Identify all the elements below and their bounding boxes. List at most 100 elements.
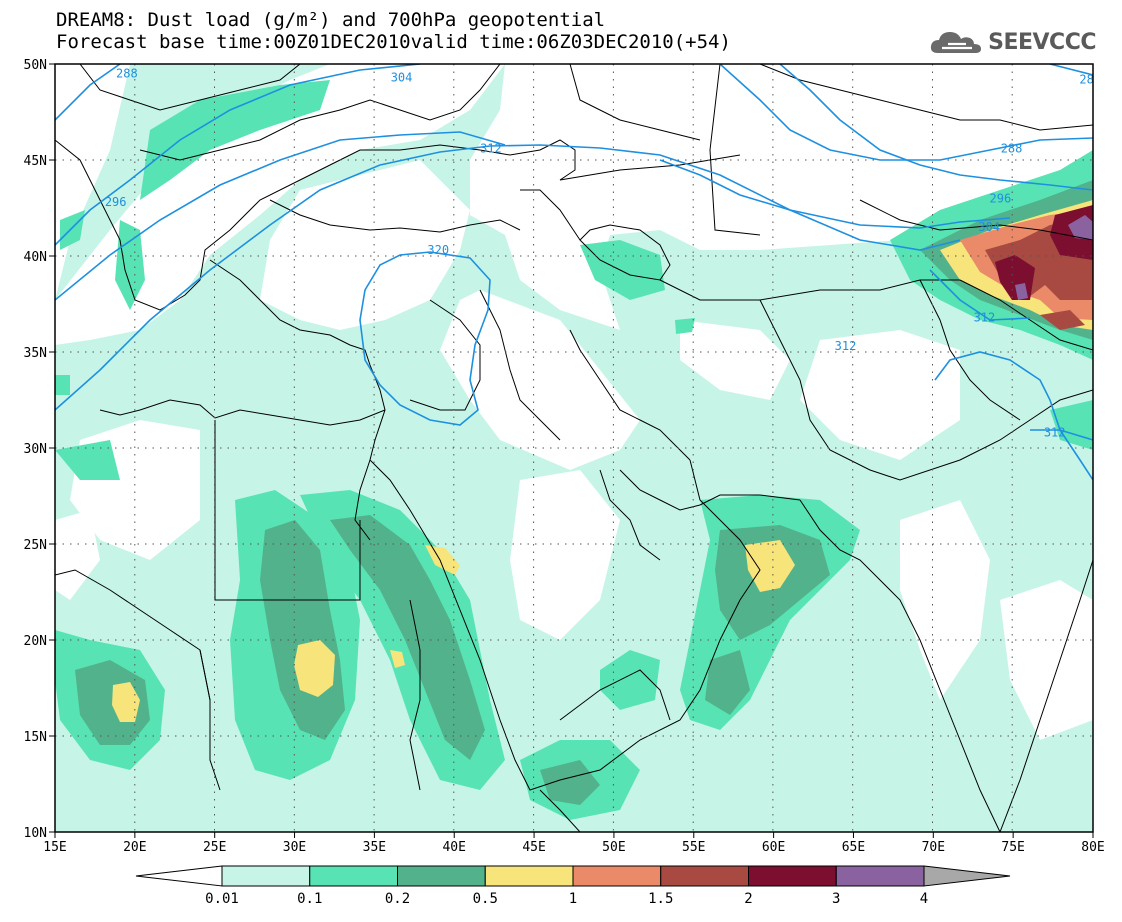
lat-tick-label: 50N (24, 58, 47, 73)
contour-296-east (779, 64, 1093, 191)
contour-label-bg (102, 194, 130, 208)
longitude-tick-labels: 15E 20E 25E 30E 35E 40E 45E 50E 55E 60E 65E 70E 75E 8… (43, 832, 1105, 855)
colorbar-tick-label: 0.1 (297, 891, 322, 907)
contour-label-bg (477, 140, 505, 154)
lat-tick-label: 45N (24, 154, 47, 169)
contour-label: 28 (1079, 72, 1093, 86)
lat-tick-label: 30N (24, 442, 47, 457)
lon-tick-label: 70E (922, 840, 945, 855)
colorbar-tick-label: 4 (920, 891, 928, 907)
contour-label: 296 (990, 191, 1012, 205)
contour-label-bg (1077, 71, 1097, 85)
dust-band-0.1-0.2 (55, 80, 1093, 820)
lat-tick-label: 10N (24, 826, 47, 841)
dust-shading (55, 64, 1093, 832)
lat-tick-label: 40N (24, 250, 47, 265)
lon-tick-label: 80E (1081, 840, 1104, 855)
colorbar-tick-label: 0.2 (385, 891, 410, 907)
lon-tick-label: 60E (762, 840, 785, 855)
lat-tick-label: 25N (24, 538, 47, 553)
dust-band-0.01-0.1 (55, 64, 1093, 832)
contour-label: 312 (480, 141, 502, 155)
colorbar-segment (397, 865, 486, 887)
contour-label: 296 (105, 195, 127, 209)
colorbar-segment (835, 865, 925, 887)
contour-label-bg (113, 66, 141, 80)
lon-tick-label: 65E (842, 840, 865, 855)
contour-label: 320 (427, 243, 449, 257)
seevccc-logo: SEEVCCC (928, 22, 1096, 62)
forecast-time-subtitle: Forecast base time:00Z01DEC2010valid tim… (56, 31, 731, 53)
colorbar-tick-label: 2 (744, 891, 752, 907)
contour-label-bg (998, 140, 1026, 154)
contour-label: 304 (391, 70, 413, 84)
colorbar-segment (484, 865, 574, 887)
contour-288-east (719, 64, 1093, 161)
coastlines-and-borders (55, 64, 1093, 832)
dust-load-colorbar: 0.01 0.1 0.2 0.5 1 1.5 2 3 4 (135, 865, 1011, 907)
contour-304-east (659, 159, 1011, 229)
lat-tick-label: 15N (24, 730, 47, 745)
contour-label-bg (831, 338, 859, 352)
map-title: DREAM8: Dust load (g/m²) and 700hPa geop… (56, 9, 606, 31)
contour-312-east (934, 351, 1093, 481)
contour-280-ne (1049, 64, 1093, 76)
dust-band-2-3 (995, 205, 1093, 300)
contour-320 (359, 251, 491, 426)
contour-label-bg (975, 219, 1003, 233)
contour-296-west (55, 64, 421, 246)
lat-tick-label: 35N (24, 346, 47, 361)
contour-label-bg (986, 190, 1014, 204)
geopotential-contours (55, 64, 1093, 481)
contour-label-bg (388, 69, 416, 83)
cloud-icon (931, 32, 982, 53)
lon-tick-label: 75E (1001, 840, 1024, 855)
lon-tick-label: 45E (522, 840, 545, 855)
dust-band-1.5-2 (985, 218, 1093, 330)
colorbar-segment (660, 865, 749, 887)
lon-tick-label: 35E (363, 840, 386, 855)
contour-label: 288 (116, 67, 138, 81)
dust-band-3-4 (1015, 215, 1093, 300)
lon-tick-label: 40E (442, 840, 465, 855)
colorbar-high-arrow (923, 865, 1011, 887)
colorbar-segment (572, 865, 662, 887)
contour-labels: 288 304 28 312 288 296 296 304 320 312 312 312 (102, 66, 1097, 440)
dust-free-areas (55, 64, 1093, 740)
dust-band-1-1.5 (960, 210, 1093, 320)
contour-label: 312 (835, 339, 857, 353)
colorbar-segment (221, 865, 311, 887)
lon-tick-label: 20E (123, 840, 146, 855)
map-frame (54, 63, 1094, 833)
dust-band-0.5-1 (112, 200, 1093, 722)
contour-312-ne (929, 269, 1031, 321)
lon-tick-label: 55E (682, 840, 705, 855)
colorbar-segment (748, 865, 837, 887)
latitude-tick-labels: 10N 15N 20N 25N 30N 35N 40N 45N 50N (24, 58, 55, 841)
lon-tick-label: 50E (602, 840, 625, 855)
lon-tick-label: 30E (283, 840, 306, 855)
contour-label: 304 (978, 220, 1000, 234)
colorbar-tick-label: 3 (832, 891, 840, 907)
contour-312 (55, 144, 961, 411)
dust-band-0.2-0.5 (75, 180, 1093, 805)
contour-312-se (1030, 429, 1093, 441)
grid-lines (55, 64, 1093, 832)
colorbar-tick-label: 1.5 (648, 891, 673, 907)
contour-label: 312 (1044, 426, 1066, 440)
logo-text: SEEVCCC (988, 29, 1096, 55)
colorbar-tick-label: 1 (569, 891, 577, 907)
colorbar-tick-label: 0.01 (205, 891, 239, 907)
lat-tick-label: 20N (24, 634, 47, 649)
contour-label-bg (970, 309, 998, 323)
colorbar-low-arrow (135, 865, 223, 887)
lon-tick-label: 15E (43, 840, 66, 855)
contour-label-bg (1041, 425, 1069, 439)
contour-304-west (55, 131, 506, 301)
lon-tick-label: 25E (203, 840, 226, 855)
colorbar-tick-label: 0.5 (473, 891, 498, 907)
contour-label-bg (424, 242, 452, 256)
contour-288-west (55, 64, 121, 121)
contour-label: 288 (1001, 141, 1023, 155)
